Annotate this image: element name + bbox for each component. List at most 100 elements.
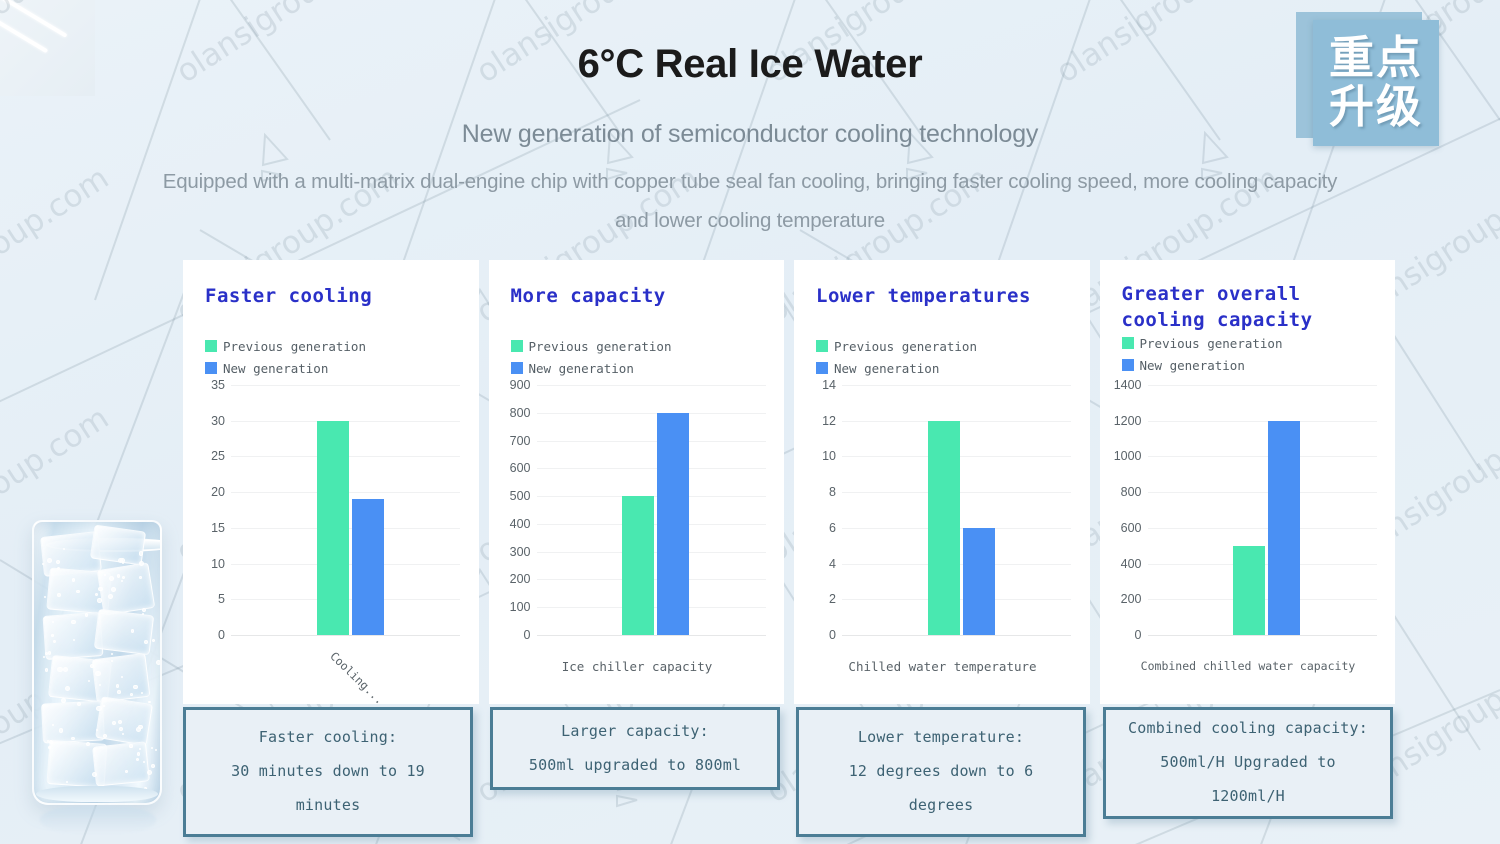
bubble [130,693,133,696]
bubble [104,574,106,576]
bubble [109,576,114,581]
ice-cube [92,741,150,786]
bar-previous-generation [1233,546,1265,635]
y-tick-label: 800 [510,406,531,420]
caption-line: Lower temperature: [858,721,1024,755]
y-tick-label: 300 [510,545,531,559]
header: 6°C Real Ice Water New generation of sem… [0,0,1500,241]
bubble [125,770,128,773]
bubble [129,744,132,747]
chart-panel: Faster cooling Previous generation New gen… [183,260,479,704]
y-tick-label: 200 [1121,592,1142,606]
y-tick-label: 400 [1121,557,1142,571]
x-axis-category-label: Ice chiller capacity [489,659,785,674]
bubble [144,640,148,644]
caption-line: 30 minutes down to 19 [231,755,425,789]
bubble [48,651,52,655]
bubble [152,639,156,643]
y-tick-label: 1400 [1114,378,1142,392]
caption-line: 500ml upgraded to 800ml [529,749,741,783]
bubble [116,684,120,688]
bubble [73,639,75,641]
y-tick-label: 14 [822,378,836,392]
bubble [57,567,60,570]
bubble [155,749,157,751]
caption-box-lower-temperature: Lower temperature: 12 degrees down to 6 … [796,707,1086,837]
x-axis-category-label: Cooling... [327,649,387,704]
y-tick-label: 900 [510,378,531,392]
y-tick-label: 2 [829,592,836,606]
chart-bars [622,385,692,635]
caption-line: 500ml/H Upgraded to [1160,746,1335,780]
bubble [42,563,44,565]
y-tick-label: 15 [211,521,225,535]
ice-cube [94,609,154,656]
ice-cube [95,696,153,746]
bubble [156,660,161,665]
page-subtitle: New generation of semiconductor cooling … [0,120,1500,149]
bubble [98,587,102,591]
bubble [96,729,98,731]
y-axis-tick-labels: 0 100 200 300 400 500 600 700 800 900 [489,260,531,639]
y-tick-label: 6 [829,521,836,535]
y-tick-label: 0 [829,628,836,642]
bubble [44,596,46,598]
ice-water-glass-image [18,500,178,830]
bubble [117,690,121,694]
bubble [72,578,75,581]
bubble [52,724,54,726]
caption-row: Faster cooling: 30 minutes down to 19 mi… [183,707,1405,837]
y-tick-label: 200 [510,572,531,586]
glass-reflection [40,806,156,834]
ice-cube [97,562,156,616]
y-tick-label: 10 [822,449,836,463]
bubble [136,727,141,732]
bubble [151,747,153,749]
bar-previous-generation [317,421,349,635]
y-tick-label: 20 [211,485,225,499]
bubble [95,671,100,676]
bubble [76,590,80,594]
bar-new-generation [1268,421,1300,635]
bubble [71,737,74,740]
caption-box-larger-capacity: Larger capacity: 500ml upgraded to 800ml [490,707,780,790]
caption-line: Larger capacity: [561,715,709,749]
slide-canvas: olansigroup.com olansigroup.com olansigrou… [0,0,1500,844]
y-tick-label: 12 [822,414,836,428]
x-axis-category-label: Combined chilled water capacity [1100,659,1396,673]
bubble [59,728,63,732]
y-tick-label: 25 [211,449,225,463]
bubble [131,629,135,633]
chart-panel: Greater overall cooling capacity Previous… [1100,260,1396,704]
bubble [117,574,121,578]
y-tick-label: 30 [211,414,225,428]
bubble [57,593,61,597]
bar-previous-generation [622,496,654,635]
bubble [47,558,52,563]
bar-previous-generation [928,421,960,635]
bubble [85,613,89,617]
y-axis-tick-labels: 0 5 10 15 20 25 30 35 [183,260,225,639]
y-tick-label: 5 [218,592,225,606]
caption-box-faster-cooling: Faster cooling: 30 minutes down to 19 mi… [183,707,473,837]
y-tick-label: 10 [211,557,225,571]
bar-new-generation [963,528,995,635]
bubble [139,551,143,555]
bar-new-generation [657,413,689,635]
badge-line-2: 升级 [1329,83,1423,132]
badge-line-1: 重点 [1329,34,1423,83]
page-description: Equipped with a multi-matrix dual-engine… [150,163,1350,241]
y-tick-label: 4 [829,557,836,571]
bubble [51,634,54,637]
bubble [50,741,53,744]
bubble [90,664,94,668]
page-title: 6°C Real Ice Water [0,42,1500,87]
y-axis-tick-labels: 0 200 400 600 800 1000 1200 1400 [1100,260,1142,639]
caption-line: 12 degrees down to 6 [849,755,1034,789]
chart-panel-row: Faster cooling Previous generation New gen… [183,260,1395,704]
chart-panel: More capacity Previous generation New gene… [489,260,785,704]
highlight-upgrade-badge: 重点 升级 [1296,6,1444,154]
bubble [151,764,155,768]
bubble [97,598,102,603]
bubble [121,580,123,582]
